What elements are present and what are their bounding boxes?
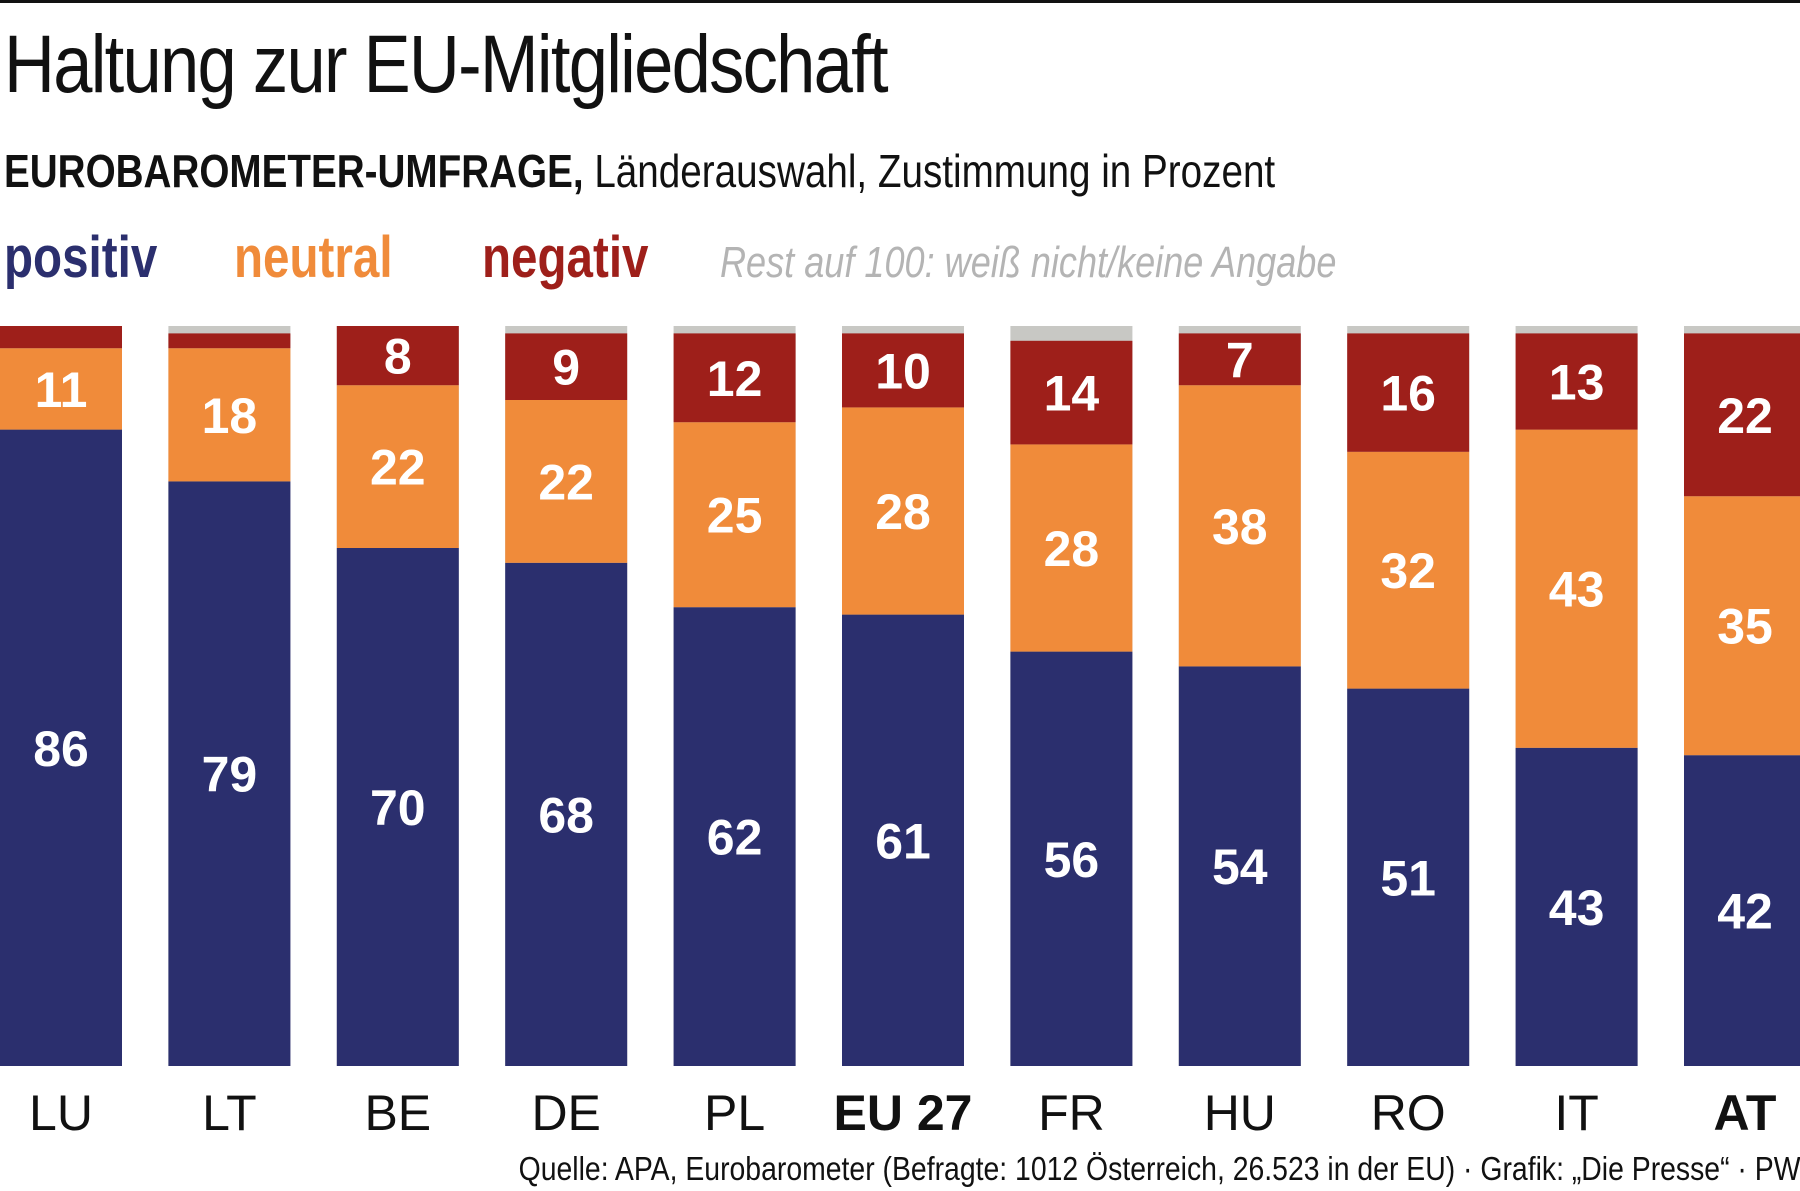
- bar-segment-neutral: [0, 348, 122, 430]
- bar-segment-neutral: [336, 385, 459, 548]
- bar-segment-positive: [505, 562, 628, 1066]
- data-label-positive: 54: [1212, 839, 1268, 895]
- data-label-positive: 79: [202, 747, 258, 803]
- data-label-positive: 70: [370, 780, 426, 836]
- bar-segment-neutral: [1347, 451, 1470, 689]
- bar-segment-positive: [1010, 651, 1133, 1066]
- bar-group-fr: 56 28 14 FR: [1010, 326, 1133, 1141]
- data-label-negative: 14: [1044, 366, 1100, 422]
- bar-segment-positive: [0, 429, 122, 1067]
- x-tick-label: AT: [1714, 1085, 1777, 1141]
- bar-segment-positive: [842, 614, 964, 1066]
- x-tick-label: EU 27: [834, 1085, 973, 1141]
- bar-segment-neutral: [842, 407, 964, 615]
- data-label-positive: 62: [707, 810, 763, 866]
- bar-segment-neutral: [505, 400, 628, 563]
- bar-segment-neutral: [1178, 385, 1301, 667]
- data-label-neutral: 32: [1380, 543, 1436, 599]
- bar-segment-neutral: [168, 348, 291, 482]
- bar-group-lt: 79 18 LT: [168, 326, 291, 1141]
- bar-segment-negative: [505, 333, 628, 400]
- bar-segment-positive: [168, 481, 291, 1066]
- bar-group-it: 43 43 13 IT: [1515, 326, 1638, 1141]
- data-label-negative: 9: [552, 340, 580, 396]
- bar-segment-negative: [842, 333, 964, 408]
- bar-group-at: 42 35 22 AT: [1684, 326, 1800, 1141]
- bar-segment-positive: [673, 607, 796, 1066]
- legend-neutral: neutral: [234, 225, 393, 290]
- data-label-negative: 10: [875, 343, 931, 399]
- data-label-negative: 22: [1717, 388, 1773, 444]
- legend-rest-note: Rest auf 100: weiß nicht/keine Angabe: [720, 238, 1337, 287]
- x-tick-label: HU: [1204, 1085, 1276, 1141]
- bar-group-eu27: 61 28 10 EU 27: [834, 326, 973, 1141]
- data-label-neutral: 11: [35, 362, 88, 418]
- source-note: Quelle: APA, Eurobarometer (Befragte: 10…: [518, 1150, 1800, 1187]
- top-rule: [0, 0, 1800, 3]
- x-tick-label: PL: [704, 1085, 765, 1141]
- data-label-negative: 13: [1549, 355, 1605, 411]
- chart-title: Haltung zur EU-Mitgliedschaft: [4, 19, 889, 110]
- bar-segment-negative: [1515, 333, 1638, 430]
- bar-segment-positive: [1347, 688, 1470, 1066]
- x-tick-label: FR: [1038, 1085, 1105, 1141]
- chart-subtitle: EUROBAROMETER-UMFRAGE, Länderauswahl, Zu…: [4, 144, 1275, 198]
- data-label-negative: 16: [1380, 366, 1436, 422]
- data-label-positive: 68: [538, 787, 594, 843]
- bar-segment-negative: [168, 333, 291, 349]
- bar-segment-negative: [673, 333, 796, 423]
- data-label-negative: 12: [707, 351, 763, 407]
- x-tick-label: IT: [1554, 1085, 1598, 1141]
- bar-segment-negative: [336, 326, 459, 386]
- data-label-neutral: 38: [1212, 499, 1268, 555]
- data-label-positive: 56: [1044, 832, 1100, 888]
- data-label-neutral: 22: [538, 454, 594, 510]
- data-label-positive: 51: [1380, 850, 1436, 906]
- bar-segment-neutral: [1684, 496, 1800, 756]
- subtitle-bold: EUROBAROMETER-UMFRAGE,: [4, 145, 584, 197]
- bar-group-de: 68 22 9 DE: [505, 326, 628, 1141]
- data-label-positive: 61: [875, 813, 931, 869]
- bar-segment-positive: [1178, 666, 1301, 1066]
- bar-segment-positive: [336, 548, 459, 1066]
- data-label-positive: 42: [1717, 884, 1773, 940]
- bar-segment-neutral: [1010, 444, 1133, 652]
- data-label-negative: 8: [384, 329, 412, 385]
- bar-segment-negative: [1010, 340, 1133, 445]
- data-label-neutral: 35: [1717, 599, 1773, 655]
- legend-positive: positiv: [4, 225, 158, 290]
- bar-segment-neutral: [1515, 429, 1638, 748]
- data-label-positive: 86: [33, 721, 89, 777]
- data-label-neutral: 25: [707, 488, 763, 544]
- bar-group-hu: 54 38 7 HU: [1178, 326, 1301, 1141]
- bar-segment-negative: [1347, 333, 1470, 452]
- data-label-neutral: 22: [370, 440, 426, 496]
- legend-negative: negativ: [482, 225, 649, 290]
- data-label-neutral: 43: [1549, 562, 1605, 618]
- bar-segment-positive: [1684, 755, 1800, 1066]
- bar-group-be: 70 22 8 BE: [336, 326, 459, 1141]
- data-label-neutral: 18: [202, 388, 258, 444]
- x-tick-label: DE: [531, 1085, 600, 1141]
- x-tick-label: RO: [1371, 1085, 1446, 1141]
- data-label-negative: 7: [1226, 332, 1254, 388]
- data-label-neutral: 28: [875, 484, 931, 540]
- bar-segment-positive: [1515, 747, 1638, 1066]
- bar-segment-neutral: [673, 422, 796, 608]
- bar-group-pl: 62 25 12 PL: [673, 326, 796, 1141]
- bar-segment-negative: [1684, 333, 1800, 497]
- x-tick-label: LU: [29, 1085, 93, 1141]
- data-label-neutral: 28: [1044, 521, 1100, 577]
- subtitle-rest: Länderauswahl, Zustimmung in Prozent: [583, 145, 1276, 197]
- stacked-bar-chart: 86 11 LU 79 18 LT 70 22 8 BE 68 22 9 DE 62 25 12 PL 61 28 10…: [0, 326, 1800, 1141]
- x-tick-label: BE: [364, 1085, 431, 1141]
- bar-group-ro: 51 32 16 RO: [1347, 326, 1470, 1141]
- x-tick-label: LT: [202, 1085, 257, 1141]
- bar-segment-negative: [0, 326, 122, 349]
- bar-group-lu: 86 11 LU: [0, 326, 122, 1141]
- bar-segment-negative: [1178, 333, 1301, 386]
- data-label-positive: 43: [1549, 880, 1605, 936]
